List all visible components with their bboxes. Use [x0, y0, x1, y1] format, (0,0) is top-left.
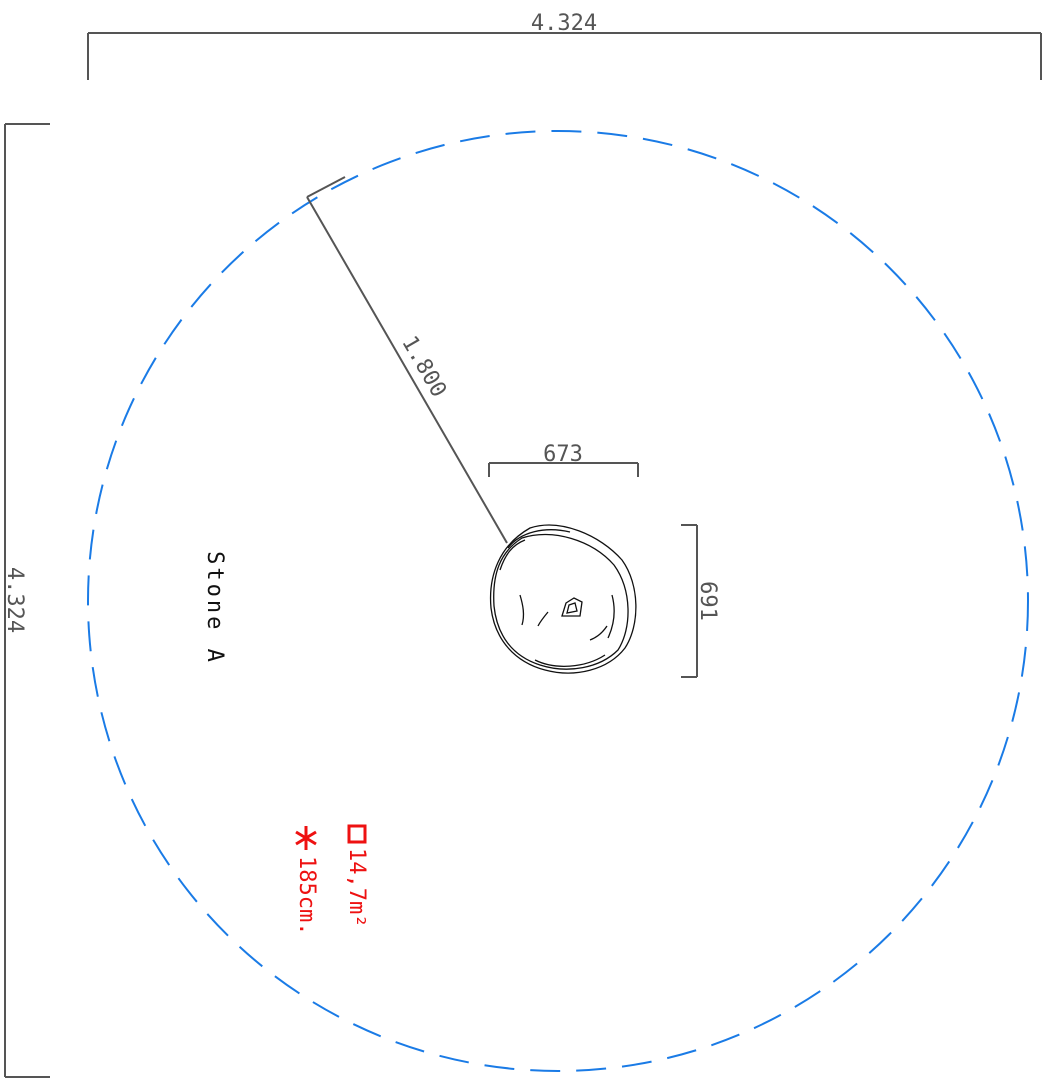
asterisk-icon — [295, 826, 317, 850]
stone-label: Stone A — [202, 551, 227, 665]
stone-height-value: 691 — [695, 581, 720, 621]
radius-tick — [306, 176, 346, 198]
safety-zone-circle — [87, 130, 1029, 1072]
left-dimension — [4, 123, 50, 1078]
stone-width-dimension — [488, 462, 639, 477]
stone-icon — [489, 524, 637, 674]
radius-line — [306, 196, 508, 544]
square-icon — [347, 824, 367, 844]
top-dimension — [87, 32, 1042, 80]
stone-height-dimension — [681, 524, 698, 678]
left-dimension-value: 4.324 — [2, 567, 27, 633]
stone-width-value: 673 — [543, 442, 583, 467]
fall-height-annotation: 185cm. — [294, 856, 319, 935]
top-dimension-value: 4.324 — [531, 11, 597, 36]
area-annotation: 14,7m² — [344, 848, 369, 927]
